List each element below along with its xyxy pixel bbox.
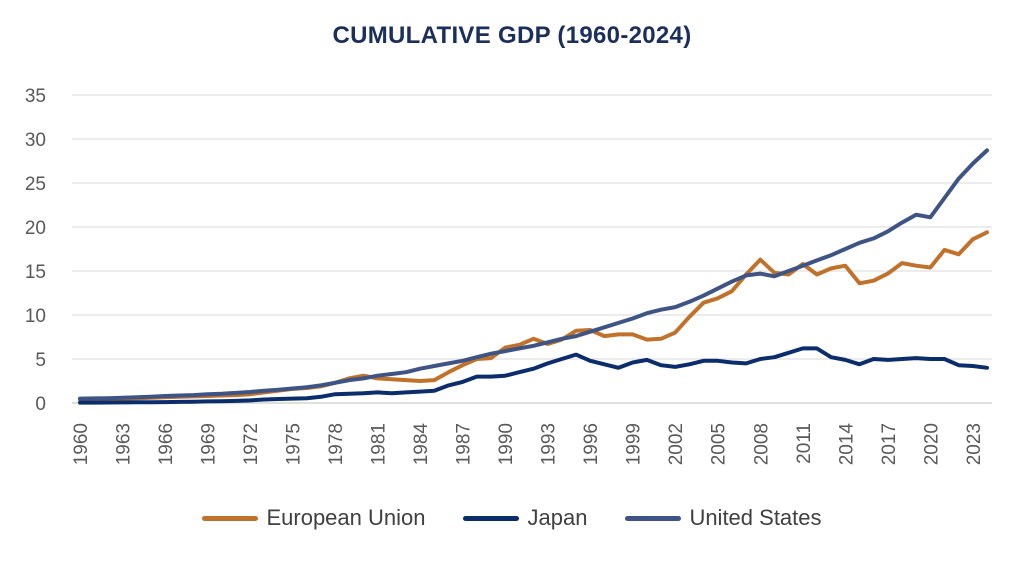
x-tick-label: 1981 bbox=[369, 423, 390, 465]
series-line-european-union bbox=[78, 230, 989, 402]
x-tick-label: 2008 bbox=[751, 423, 772, 465]
x-tick-label: 1972 bbox=[241, 423, 262, 465]
y-tick-label: 10 bbox=[25, 306, 46, 327]
y-tick-label: 20 bbox=[25, 218, 46, 239]
x-tick-label: 1978 bbox=[326, 423, 347, 465]
gridlines bbox=[72, 94, 992, 404]
legend-label: Japan bbox=[527, 505, 588, 530]
legend-swatch bbox=[202, 515, 259, 521]
y-tick-label: 35 bbox=[25, 86, 46, 107]
x-tick-label: 2023 bbox=[964, 423, 985, 465]
x-tick-label: 2017 bbox=[879, 423, 900, 465]
x-tick-label: 1987 bbox=[454, 423, 475, 465]
x-tick-label: 2011 bbox=[794, 423, 815, 464]
series-lines bbox=[78, 148, 989, 405]
legend: European Union Japan United States bbox=[0, 505, 1024, 531]
y-tick-label: 15 bbox=[25, 262, 46, 283]
x-tick-label: 2014 bbox=[836, 423, 857, 466]
series-line-japan bbox=[78, 346, 989, 405]
legend-swatch bbox=[463, 515, 520, 521]
legend-item: United States bbox=[625, 505, 822, 531]
legend-label: United States bbox=[689, 505, 822, 530]
chart-title: CUMULATIVE GDP (1960-2024) bbox=[332, 22, 692, 49]
legend-swatch bbox=[625, 515, 682, 521]
legend-item: European Union bbox=[202, 505, 425, 531]
y-tick-label: 30 bbox=[25, 130, 46, 151]
x-tick-label: 1993 bbox=[539, 423, 560, 465]
x-tick-label: 2005 bbox=[709, 423, 730, 465]
legend-label: European Union bbox=[266, 505, 426, 530]
legend-item: Japan bbox=[463, 505, 587, 531]
series-line-united-states bbox=[78, 148, 989, 401]
x-tick-label: 1999 bbox=[624, 423, 645, 465]
x-tick-label: 1990 bbox=[496, 423, 517, 465]
x-tick-label: 1969 bbox=[199, 423, 220, 465]
x-axis-ticks: 1960 1963 1966 1969 1972 1975 1978 1981 1984 1987… bbox=[71, 423, 985, 466]
x-tick-label: 1960 bbox=[71, 423, 92, 465]
x-tick-label: 1966 bbox=[156, 423, 177, 465]
x-tick-label: 2002 bbox=[666, 423, 687, 465]
x-tick-label: 2020 bbox=[921, 423, 942, 465]
x-tick-label: 1963 bbox=[114, 423, 135, 465]
y-tick-label: 5 bbox=[35, 350, 46, 371]
x-tick-label: 1996 bbox=[581, 423, 602, 465]
y-axis-ticks: 0 5 10 15 20 25 30 35 bbox=[25, 86, 46, 415]
y-tick-label: 25 bbox=[25, 174, 46, 195]
y-tick-label: 0 bbox=[35, 394, 46, 415]
x-tick-label: 1984 bbox=[411, 423, 432, 466]
x-tick-label: 1975 bbox=[284, 423, 305, 465]
